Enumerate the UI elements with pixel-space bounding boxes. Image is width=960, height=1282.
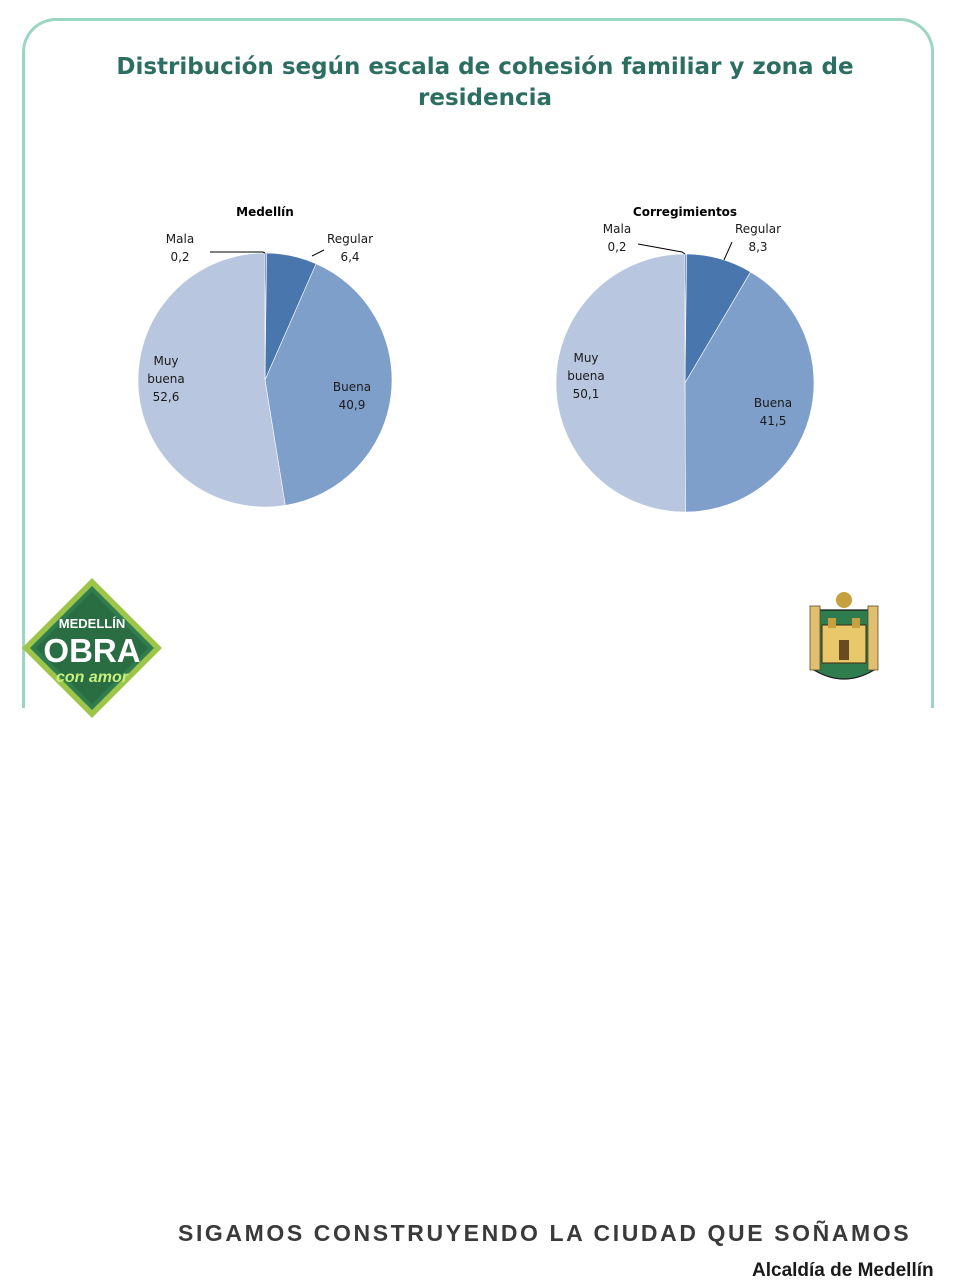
slide-title: Distribución según escala de cohesión fa… xyxy=(116,54,854,111)
slice-label-corregimientos-mala: Mala 0,2 xyxy=(603,222,631,254)
leader-line-medellin-0 xyxy=(210,251,266,254)
medellin-obra-logo: MEDELLÍN OBRA con amor xyxy=(22,578,162,718)
coat-of-arms-icon xyxy=(809,592,879,680)
slice-label-corregimientos-muy-buena: Muy buena 50,1 xyxy=(567,351,605,401)
slide-frame xyxy=(22,18,934,708)
alcaldia-name: Alcaldía de Medellín xyxy=(752,1260,934,1281)
slice-label-medellin-muy-buena: Muy buena 52,6 xyxy=(147,354,185,404)
chart-corregimientos: Corregimientos Mala 0,2 Regular 8,3 Buena 41,5… xyxy=(540,190,840,530)
leader-line-corregimientos-0 xyxy=(637,243,686,255)
logo-line1: MEDELLÍN xyxy=(59,616,125,631)
slice-label-corregimientos-regular: Regular 8,3 xyxy=(735,222,781,254)
chart-medellin: Medellín Mala 0,2 Regular 6,4 Buena 40,9 Muy bue… xyxy=(120,190,420,530)
footer-graphics: MEDELLÍN OBRA con amor xyxy=(22,578,879,718)
logo-line3: con amor xyxy=(56,669,129,686)
leader-line-medellin-1 xyxy=(311,249,325,257)
pie-slice-medellin-muy-buena xyxy=(137,252,286,508)
leader-line-corregimientos-1 xyxy=(723,241,733,261)
footer-tagline: SIGAMOS CONSTRUYENDO LA CIUDAD QUE SOÑAM… xyxy=(178,1220,912,1246)
pie-slice-medellin-buena xyxy=(264,263,393,506)
chart-title-medellin: Medellín xyxy=(236,205,294,219)
slice-label-medellin-buena: Buena 40,9 xyxy=(333,380,371,412)
slice-label-medellin-regular: Regular 6,4 xyxy=(327,232,373,264)
logo-line2: OBRA xyxy=(43,632,140,669)
footer: MEDELLÍN OBRA con amor SIGAMOS CONSTRUYE… xyxy=(0,570,960,1281)
pie-chart-medellin: Medellín Mala 0,2 Regular 6,4 Buena 40,9 Muy bue… xyxy=(137,205,393,508)
chart-title-corregimientos: Corregimientos xyxy=(633,205,737,219)
slice-label-corregimientos-buena: Buena 41,5 xyxy=(754,396,792,428)
pie-slice-corregimientos-buena xyxy=(684,271,815,513)
pie-slice-corregimientos-muy-buena xyxy=(555,253,686,513)
slice-label-medellin-mala: Mala 0,2 xyxy=(166,232,194,264)
